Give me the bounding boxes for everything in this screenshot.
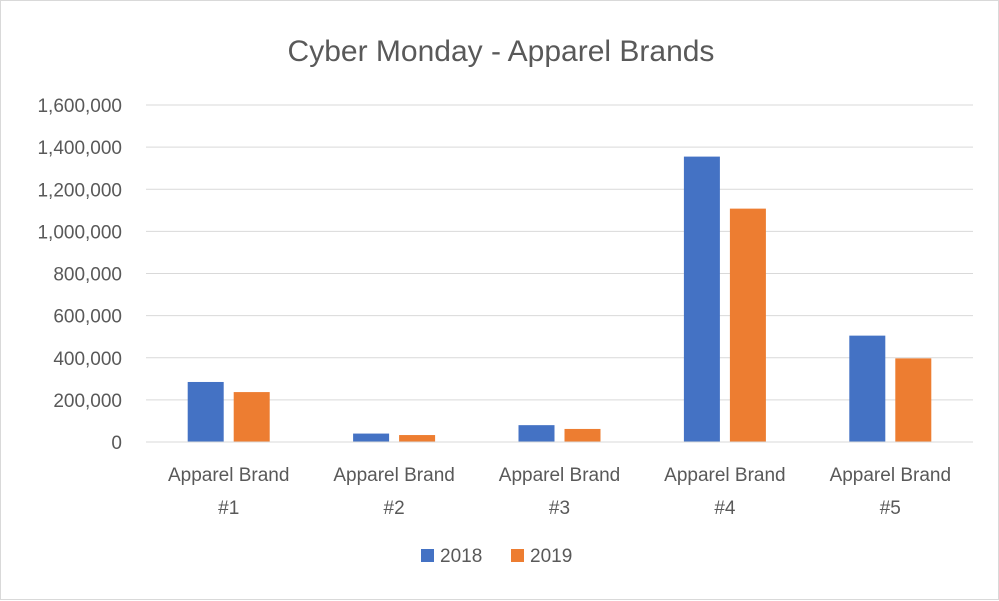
bar-2019-cat-2 [399,435,436,442]
bars [187,156,932,442]
x-tick-label: Apparel Brand [499,465,620,486]
y-tick-label: 1,000,000 [37,222,122,243]
x-tick-label: #1 [218,498,239,519]
bar-2018-cat-2 [353,433,390,442]
x-tick-label: Apparel Brand [168,465,289,486]
bar-2018-cat-4 [683,156,720,442]
y-tick-label: 400,000 [53,349,122,370]
legend-swatch-2018 [421,549,434,562]
bar-2018-cat-1 [187,381,224,442]
x-tick-label: Apparel Brand [830,465,951,486]
y-tick-label: 1,600,000 [37,96,122,117]
x-tick-label: Apparel Brand [333,465,454,486]
y-tick-label: 800,000 [53,265,122,286]
y-tick-label: 0 [111,433,122,454]
x-axis: Apparel Brand #1 Apparel Brand #2 Apparel Br… [146,441,973,519]
bar-2019-cat-3 [564,428,601,442]
bar-2018-cat-3 [518,425,555,442]
y-tick-label: 1,200,000 [37,180,122,201]
y-axis-ticks: 0 200,000 400,000 600,000 800,000 1,000,000 1,… [37,96,122,454]
y-tick-label: 200,000 [53,391,122,412]
legend-label-2018: 2018 [440,546,482,567]
bar-2019-cat-4 [729,208,766,442]
bar-2019-cat-1 [233,392,270,442]
legend-label-2019: 2019 [530,546,572,567]
legend-swatch-2019 [511,549,524,562]
x-tick-label: #4 [714,498,736,519]
gridlines [146,104,973,443]
y-tick-label: 1,400,000 [37,138,122,159]
chart-title: Cyber Monday - Apparel Brands [288,35,715,68]
y-tick-label: 600,000 [53,307,122,328]
x-tick-label: #3 [549,498,570,519]
x-tick-label: #2 [384,498,405,519]
x-tick-label: Apparel Brand [664,465,785,486]
bar-2018-cat-5 [849,335,886,442]
x-tick-label: #5 [880,498,901,519]
bar-2019-cat-5 [895,358,932,442]
legend: 2018 2019 [421,546,572,567]
